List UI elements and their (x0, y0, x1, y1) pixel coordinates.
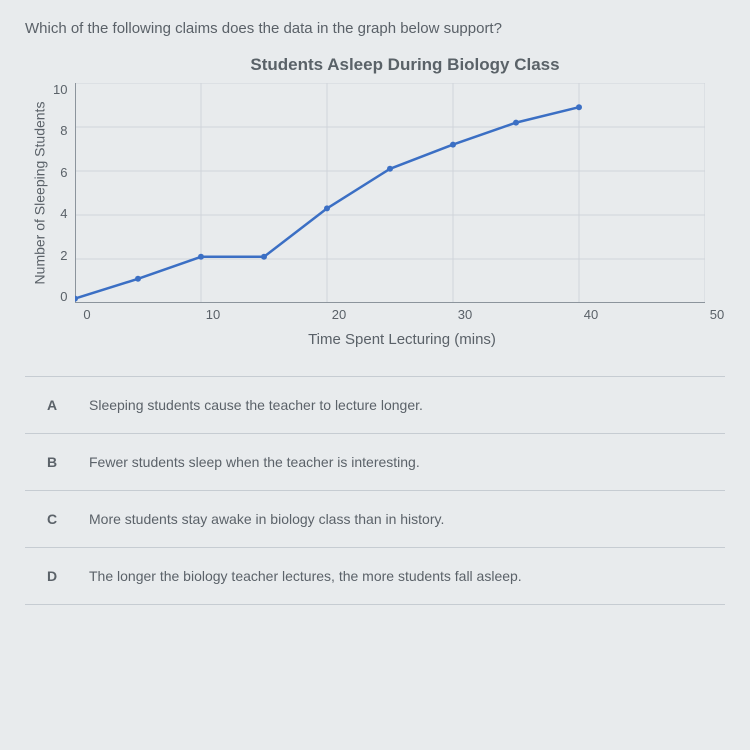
answer-letter: B (47, 454, 89, 470)
y-tick: 0 (53, 290, 67, 303)
answer-option-d[interactable]: D The longer the biology teacher lecture… (25, 548, 725, 605)
answer-text: More students stay awake in biology clas… (89, 511, 444, 527)
chart-area: Number of Sleeping Students 10 8 6 4 2 0 (25, 83, 725, 303)
answer-text: Fewer students sleep when the teacher is… (89, 454, 420, 470)
answer-option-b[interactable]: B Fewer students sleep when the teacher … (25, 434, 725, 491)
x-tick: 50 (710, 307, 724, 322)
x-tick: 40 (584, 307, 598, 322)
y-axis-label: Number of Sleeping Students (31, 102, 47, 285)
answer-option-a[interactable]: A Sleeping students cause the teacher to… (25, 377, 725, 434)
answer-letter: C (47, 511, 89, 527)
x-tick: 0 (83, 307, 90, 322)
y-tick: 2 (53, 249, 67, 262)
x-axis-ticks: 01020304050 (87, 307, 717, 325)
x-tick: 20 (332, 307, 346, 322)
y-tick: 10 (53, 83, 67, 96)
y-axis-label-container: Number of Sleeping Students (25, 83, 53, 303)
x-tick: 10 (206, 307, 220, 322)
x-tick: 30 (458, 307, 472, 322)
answer-letter: D (47, 568, 89, 584)
chart-title: Students Asleep During Biology Class (85, 55, 725, 75)
x-axis-label: Time Spent Lecturing (mins) (87, 331, 717, 348)
y-tick: 8 (53, 124, 67, 137)
y-tick: 6 (53, 166, 67, 179)
answer-option-c[interactable]: C More students stay awake in biology cl… (25, 491, 725, 548)
y-axis-ticks: 10 8 6 4 2 0 (53, 83, 75, 303)
answer-letter: A (47, 397, 89, 413)
answer-text: Sleeping students cause the teacher to l… (89, 397, 423, 413)
question-text: Which of the following claims does the d… (25, 20, 725, 37)
y-tick: 4 (53, 207, 67, 220)
answer-text: The longer the biology teacher lectures,… (89, 568, 522, 584)
line-chart-svg (75, 83, 705, 303)
answer-list: A Sleeping students cause the teacher to… (25, 376, 725, 605)
